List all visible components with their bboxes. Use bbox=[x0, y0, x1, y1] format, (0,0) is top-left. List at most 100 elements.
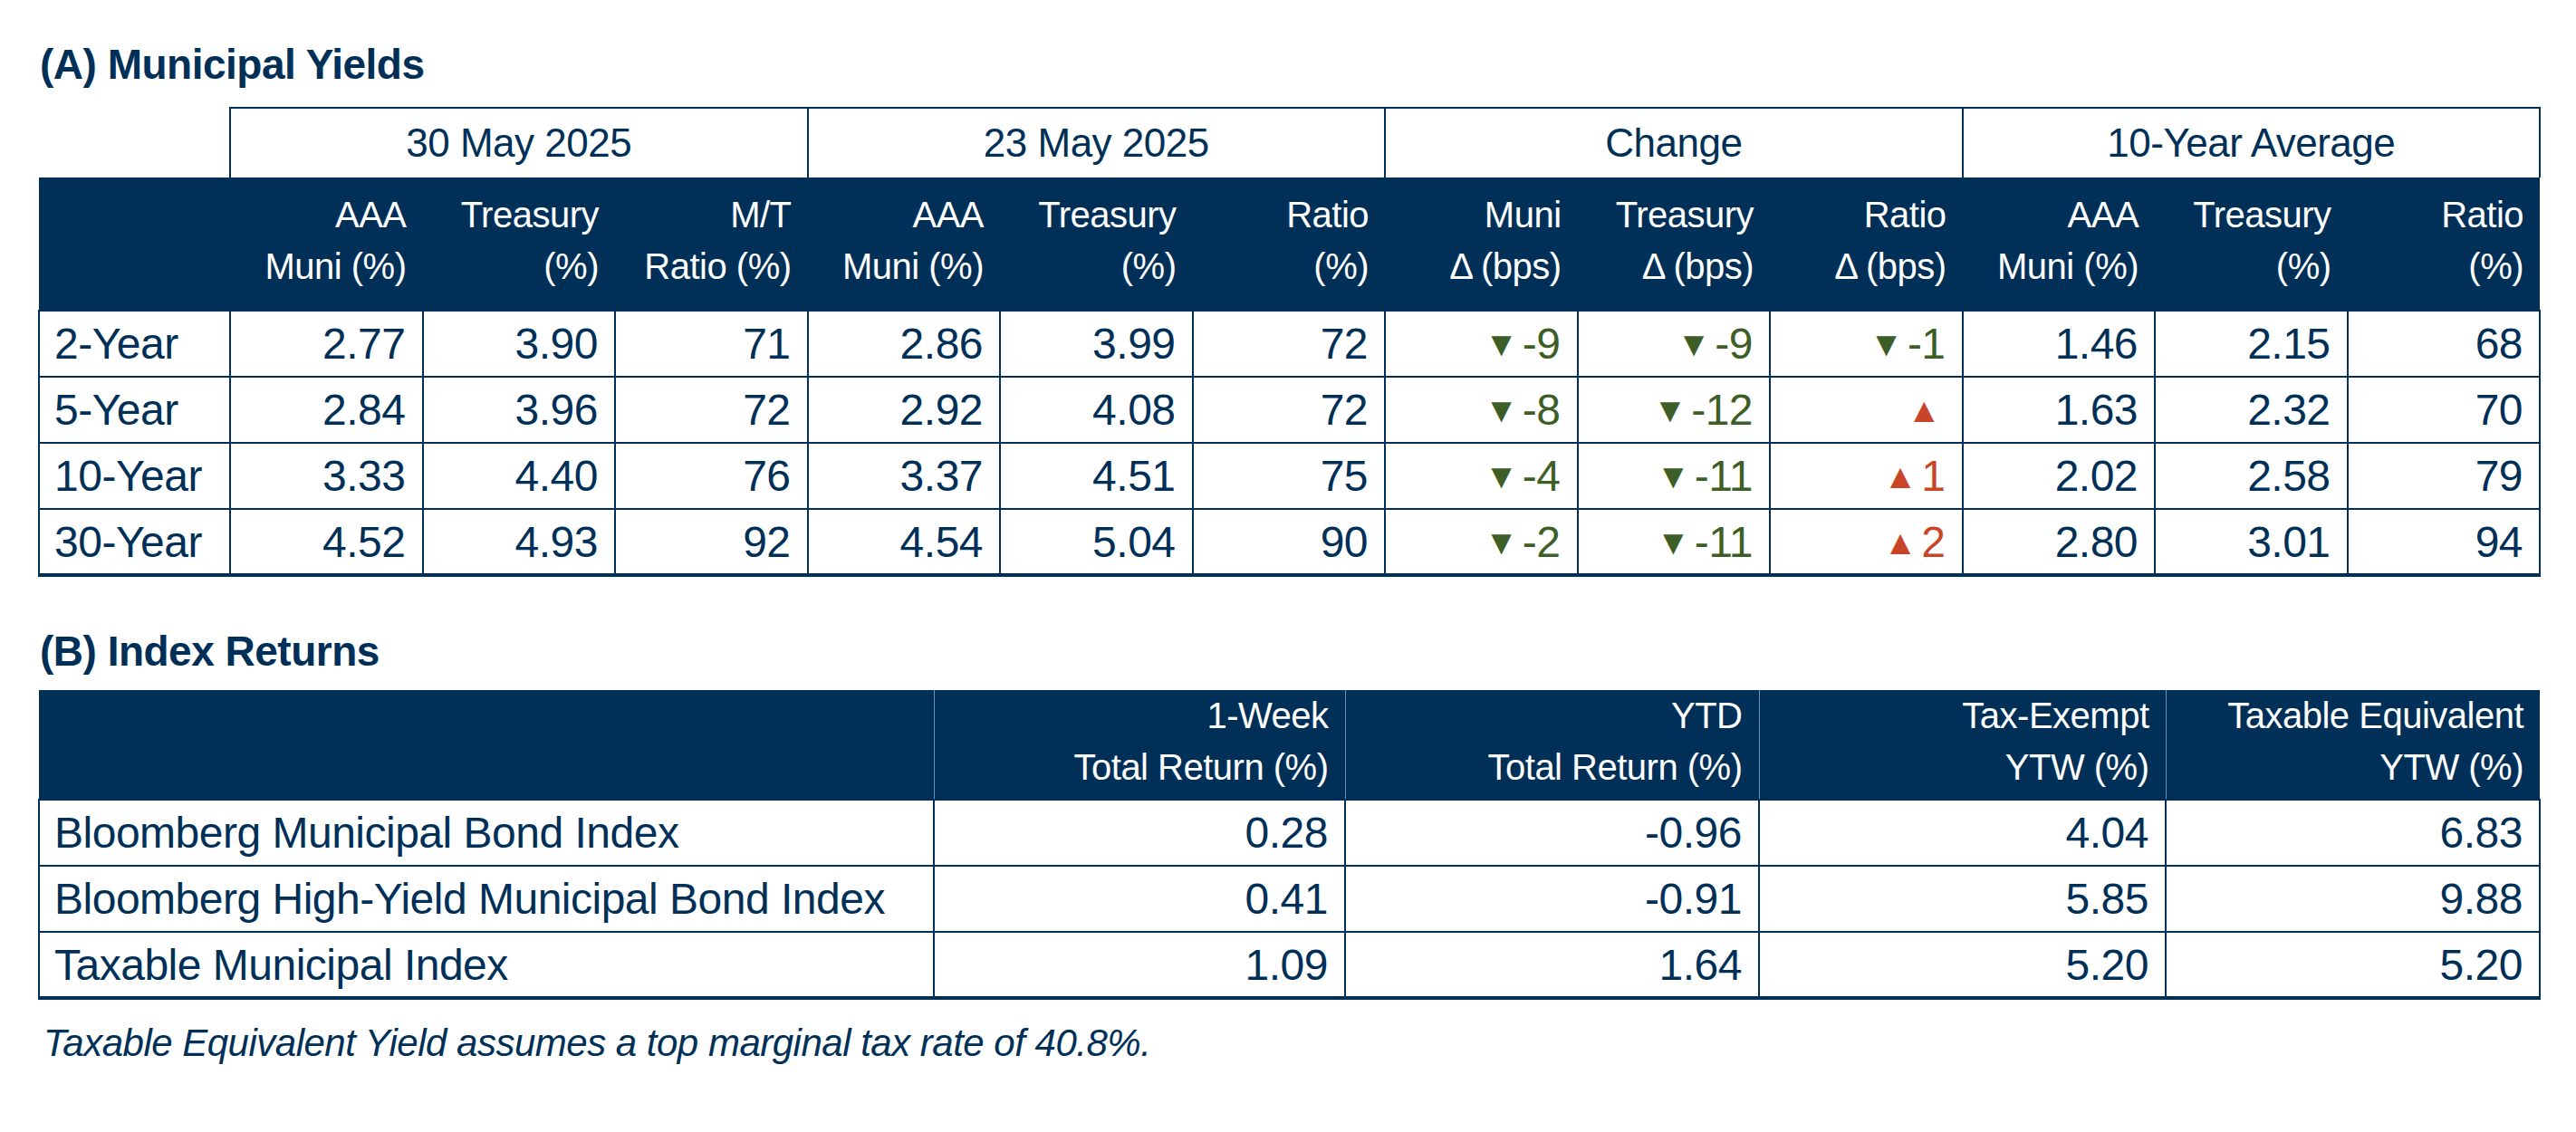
row-label: Bloomberg Municipal Bond Index bbox=[39, 800, 934, 866]
change-value: -9 bbox=[1523, 320, 1561, 368]
value-cell: 68 bbox=[2348, 311, 2541, 377]
table-row-30-year: 30-Year 4.52 4.93 92 4.54 5.04 90 ▼-2 ▼-… bbox=[39, 509, 2540, 575]
value-cell: 92 bbox=[615, 509, 808, 575]
value-cell: 94 bbox=[2348, 509, 2541, 575]
column-header: TreasuryΔ (bps) bbox=[1578, 177, 1771, 311]
table-row-5-year: 5-Year 2.84 3.96 72 2.92 4.08 72 ▼-8 ▼-1… bbox=[39, 377, 2540, 443]
change-value: 1 bbox=[1921, 452, 1945, 500]
down-arrow-icon: ▼ bbox=[1657, 457, 1690, 495]
change-value: -8 bbox=[1523, 386, 1561, 434]
change-value: -11 bbox=[1695, 452, 1753, 500]
column-header: MuniΔ (bps) bbox=[1385, 177, 1578, 311]
down-arrow-icon: ▼ bbox=[1485, 523, 1518, 561]
column-header: YTDTotal Return (%) bbox=[1345, 690, 1759, 800]
row-label: Bloomberg High-Yield Municipal Bond Inde… bbox=[39, 866, 934, 932]
index-returns-table: 1-WeekTotal Return (%) YTDTotal Return (… bbox=[38, 690, 2541, 1000]
change-cell: ▼-4 bbox=[1385, 443, 1578, 509]
down-arrow-icon: ▼ bbox=[1485, 325, 1518, 363]
value-cell: 2.58 bbox=[2155, 443, 2348, 509]
column-header: RatioΔ (bps) bbox=[1770, 177, 1963, 311]
value-cell: 70 bbox=[2348, 377, 2541, 443]
value-cell: -0.91 bbox=[1345, 866, 1759, 932]
value-cell: 6.83 bbox=[2166, 800, 2540, 866]
value-cell: 75 bbox=[1193, 443, 1386, 509]
value-cell: 4.40 bbox=[423, 443, 616, 509]
change-value: -2 bbox=[1523, 518, 1561, 566]
up-arrow-icon: ▲ bbox=[1907, 391, 1940, 429]
column-header: Ratio(%) bbox=[2348, 177, 2541, 311]
value-cell: 71 bbox=[615, 311, 808, 377]
change-cell: ▼-11 bbox=[1578, 443, 1771, 509]
value-cell: 72 bbox=[1193, 311, 1386, 377]
value-cell: 79 bbox=[2348, 443, 2541, 509]
down-arrow-icon: ▼ bbox=[1653, 391, 1687, 429]
column-header-spacer bbox=[39, 177, 230, 311]
change-cell: ▲1 bbox=[1770, 443, 1963, 509]
value-cell: 2.84 bbox=[230, 377, 423, 443]
table-row-high-yield-index: Bloomberg High-Yield Municipal Bond Inde… bbox=[39, 866, 2540, 932]
value-cell: 2.86 bbox=[808, 311, 1001, 377]
column-header: AAAMuni (%) bbox=[808, 177, 1001, 311]
value-cell: 9.88 bbox=[2166, 866, 2540, 932]
up-arrow-icon: ▲ bbox=[1883, 457, 1917, 495]
group-header-30-may: 30 May 2025 bbox=[230, 108, 808, 177]
value-cell: -0.96 bbox=[1345, 800, 1759, 866]
column-header-row: 1-WeekTotal Return (%) YTDTotal Return (… bbox=[39, 690, 2540, 800]
change-value: -11 bbox=[1695, 518, 1753, 566]
group-header-spacer bbox=[39, 108, 230, 177]
column-header: AAAMuni (%) bbox=[230, 177, 423, 311]
group-header-23-may: 23 May 2025 bbox=[808, 108, 1386, 177]
report-page: (A) Municipal Yields 30 May 2025 23 May … bbox=[0, 0, 2576, 1132]
change-value: 2 bbox=[1921, 518, 1945, 566]
column-header: Ratio(%) bbox=[1193, 177, 1386, 311]
value-cell: 1.63 bbox=[1963, 377, 2156, 443]
section-b-title: (B) Index Returns bbox=[40, 627, 380, 676]
group-header-10yr-avg: 10-Year Average bbox=[1963, 108, 2541, 177]
value-cell: 5.85 bbox=[1759, 866, 2166, 932]
value-cell: 1.46 bbox=[1963, 311, 2156, 377]
row-label: 10-Year bbox=[39, 443, 230, 509]
column-header: Treasury(%) bbox=[2155, 177, 2348, 311]
value-cell: 4.04 bbox=[1759, 800, 2166, 866]
group-header-change: Change bbox=[1385, 108, 1963, 177]
table-row-10-year: 10-Year 3.33 4.40 76 3.37 4.51 75 ▼-4 ▼-… bbox=[39, 443, 2540, 509]
value-cell: 5.04 bbox=[1000, 509, 1193, 575]
value-cell: 4.54 bbox=[808, 509, 1001, 575]
taxable-equivalent-footnote: Taxable Equivalent Yield assumes a top m… bbox=[43, 1022, 1150, 1065]
value-cell: 5.20 bbox=[2166, 932, 2540, 998]
column-header: Treasury(%) bbox=[423, 177, 616, 311]
row-label: 2-Year bbox=[39, 311, 230, 377]
change-cell: ▼-8 bbox=[1385, 377, 1578, 443]
value-cell: 90 bbox=[1193, 509, 1386, 575]
value-cell: 2.80 bbox=[1963, 509, 2156, 575]
value-cell: 1.64 bbox=[1345, 932, 1759, 998]
up-arrow-icon: ▲ bbox=[1883, 523, 1917, 561]
group-header-row: 30 May 2025 23 May 2025 Change 10-Year A… bbox=[39, 108, 2540, 177]
row-label: 5-Year bbox=[39, 377, 230, 443]
column-header: Treasury(%) bbox=[1000, 177, 1193, 311]
change-value: -1 bbox=[1908, 320, 1946, 368]
change-value: -9 bbox=[1715, 320, 1753, 368]
value-cell: 3.01 bbox=[2155, 509, 2348, 575]
change-cell: ▼-12 bbox=[1578, 377, 1771, 443]
value-cell: 3.90 bbox=[423, 311, 616, 377]
value-cell: 72 bbox=[615, 377, 808, 443]
row-label: Taxable Municipal Index bbox=[39, 932, 934, 998]
value-cell: 3.33 bbox=[230, 443, 423, 509]
change-cell: ▼-9 bbox=[1385, 311, 1578, 377]
value-cell: 3.37 bbox=[808, 443, 1001, 509]
value-cell: 76 bbox=[615, 443, 808, 509]
table-row-muni-index: Bloomberg Municipal Bond Index 0.28 -0.9… bbox=[39, 800, 2540, 866]
value-cell: 1.09 bbox=[934, 932, 1345, 998]
column-header: Tax-ExemptYTW (%) bbox=[1759, 690, 2166, 800]
table-row-taxable-index: Taxable Municipal Index 1.09 1.64 5.20 5… bbox=[39, 932, 2540, 998]
table-row-2-year: 2-Year 2.77 3.90 71 2.86 3.99 72 ▼-9 ▼-9… bbox=[39, 311, 2540, 377]
value-cell: 4.08 bbox=[1000, 377, 1193, 443]
change-value: -4 bbox=[1523, 452, 1561, 500]
down-arrow-icon: ▼ bbox=[1657, 523, 1690, 561]
down-arrow-icon: ▼ bbox=[1677, 325, 1710, 363]
value-cell: 0.41 bbox=[934, 866, 1345, 932]
column-header: AAAMuni (%) bbox=[1963, 177, 2156, 311]
municipal-yields-table: 30 May 2025 23 May 2025 Change 10-Year A… bbox=[38, 107, 2541, 577]
value-cell: 2.02 bbox=[1963, 443, 2156, 509]
